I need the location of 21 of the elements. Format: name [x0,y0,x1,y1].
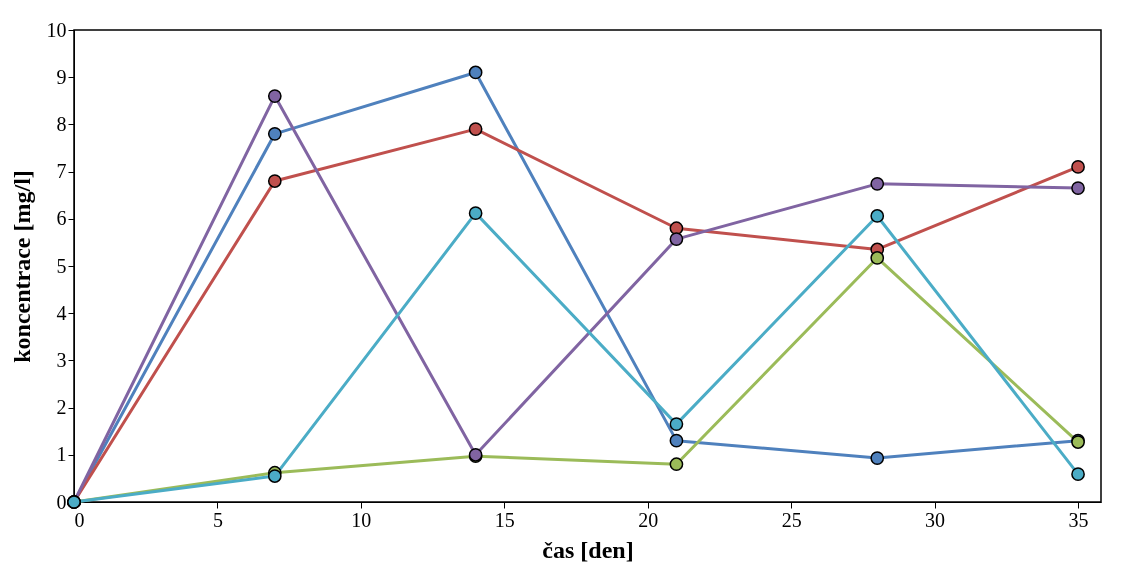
y-tick-label: 8 [56,112,67,135]
x-tick-label: 10 [351,508,372,531]
x-tick-label: 20 [638,508,659,531]
x-tick-label: 15 [494,508,515,531]
y-tick-label: 7 [56,160,67,183]
x-axis-title: čas [den] [542,536,634,563]
y-tick-label: 2 [56,396,67,419]
y-tick-label: 6 [56,207,67,230]
y-tick-label: 9 [56,65,67,88]
y-tick-label: 0 [56,490,67,513]
x-tick-label: 25 [781,508,802,531]
y-tick-label: 10 [46,18,67,41]
y-tick-label: 4 [56,301,67,324]
x-tick-label: 0 [74,508,85,531]
y-axis-title: koncentrace [mg/l] [8,170,35,363]
x-tick-label: 35 [1068,508,1089,531]
x-tick-label: 30 [925,508,946,531]
y-tick-label: 1 [56,443,67,466]
y-tick-label: 5 [56,254,67,277]
x-tick-label: 5 [212,508,223,531]
y-tick-label: 3 [56,348,67,371]
